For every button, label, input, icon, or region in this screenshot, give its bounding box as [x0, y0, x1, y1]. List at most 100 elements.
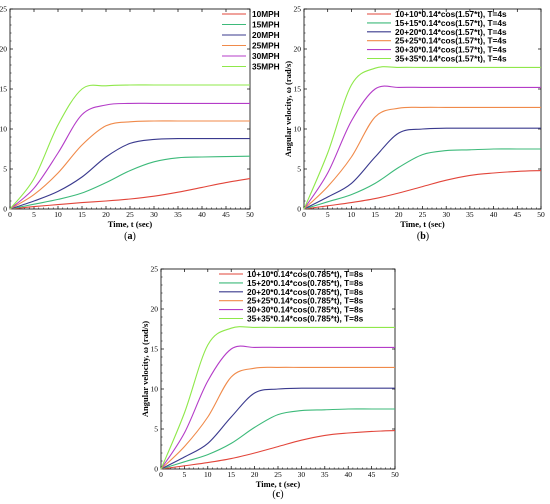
x-tick-label: 10 — [348, 210, 356, 219]
legend-label: 15+15*0.14*cos(1.57*t), T=4s — [395, 18, 507, 28]
y-tick-label: 0 — [154, 465, 158, 474]
legend-label: 30+30*0.14*cos(0.785*t), T=8s — [247, 305, 364, 315]
series-line — [160, 345, 395, 470]
series-line — [9, 102, 250, 210]
x-tick-label: 25 — [126, 210, 134, 219]
x-tick-label: 40 — [490, 210, 498, 219]
series-line — [9, 120, 250, 210]
series-line — [303, 66, 541, 210]
legend-label: 20+20*0.14*cos(0.785*t), T=8s — [247, 287, 364, 297]
legend-label: 15+20*0.14*cos(0.785*t), T=8s — [247, 278, 364, 288]
x-tick-label: 0 — [159, 470, 163, 479]
plot-frame — [9, 8, 251, 210]
x-axis-label: Time, t (sec) — [400, 219, 445, 229]
y-tick-label: 15 — [294, 85, 302, 94]
x-tick-label: 25 — [419, 210, 427, 219]
series-line — [160, 387, 395, 470]
y-tick-label: 5 — [297, 165, 301, 174]
x-tick-label: 40 — [344, 470, 352, 479]
y-tick-label: 15 — [151, 345, 159, 354]
x-tick-label: 35 — [466, 210, 474, 219]
x-tick-label: 50 — [246, 210, 254, 219]
x-tick-label: 25 — [274, 470, 282, 479]
legend-label: 35+35*0.14*cos(1.57*t), T=4s — [395, 54, 507, 64]
x-tick-label: 5 — [326, 210, 330, 219]
series-line — [160, 430, 396, 470]
legend-label: 30+30*0.14*cos(1.57*t), T=4s — [395, 45, 507, 55]
y-tick-label: 10 — [151, 385, 159, 394]
x-tick-label: 15 — [78, 210, 86, 219]
series-line — [303, 85, 541, 210]
x-tick-label: 30 — [298, 470, 306, 479]
x-tick-label: 10 — [54, 210, 62, 219]
legend-label: 25+25*0.14*cos(0.785*t), T=8s — [247, 296, 364, 306]
x-tick-label: 50 — [391, 470, 399, 479]
legend-label: 10MPH — [252, 9, 280, 19]
y-tick-label: 10 — [294, 125, 302, 134]
y-tick-label: 20 — [151, 305, 159, 314]
y-tick-label: 25 — [0, 5, 7, 14]
x-tick-label: 0 — [302, 210, 306, 219]
series-line — [160, 408, 395, 470]
series-line — [9, 178, 251, 210]
x-tick-label: 20 — [395, 210, 403, 219]
legend-label: 25MPH — [252, 41, 280, 51]
legend-label: 15MPH — [252, 20, 280, 30]
x-tick-label: 15 — [227, 470, 235, 479]
series-line — [160, 326, 395, 470]
x-tick-label: 45 — [514, 210, 522, 219]
y-axis-label: Angular velocity, ω (rad/s) — [140, 321, 150, 417]
series-line — [9, 84, 250, 210]
y-axis-label: Angular velocity, ω (rad/s) — [283, 61, 293, 157]
y-tick-label: 25 — [294, 5, 302, 14]
y-tick-label: 25 — [151, 265, 159, 274]
legend-label: 20MPH — [252, 30, 280, 40]
legend-label: 25+25*0.14*cos(1.57*t), T=4s — [395, 36, 507, 46]
y-tick-label: 0 — [3, 205, 7, 214]
x-tick-label: 20 — [251, 470, 259, 479]
legend-label: 10+10*0.14*cos(1.57*t), T=4s — [395, 9, 507, 19]
legend-label: 10+10*0.14*cos(0.785*t), T=8s — [247, 269, 364, 279]
panel-caption: (c) — [272, 489, 283, 500]
x-tick-label: 45 — [368, 470, 376, 479]
series-line — [303, 148, 541, 210]
y-tick-label: 10 — [0, 125, 7, 134]
series-line — [160, 366, 395, 470]
y-tick-label: 5 — [154, 425, 158, 434]
x-tick-label: 50 — [537, 210, 545, 219]
x-tick-label: 20 — [102, 210, 110, 219]
panel-caption: (a) — [124, 231, 136, 242]
x-tick-label: 45 — [222, 210, 230, 219]
panel-caption: (b) — [417, 231, 429, 242]
y-tick-label: 20 — [294, 45, 302, 54]
x-tick-label: 30 — [150, 210, 158, 219]
legend-label: 35MPH — [252, 62, 280, 72]
series-line — [303, 106, 541, 210]
x-axis-label: Time, t (sec) — [108, 219, 153, 229]
x-tick-label: 40 — [198, 210, 206, 219]
legend-label: 20+20*0.14*cos(1.57*t), T=4s — [395, 27, 507, 37]
x-tick-label: 5 — [32, 210, 36, 219]
x-tick-label: 30 — [442, 210, 450, 219]
series-line — [303, 127, 541, 210]
legend-label: 35+35*0.14*cos(0.785*t), T=8s — [247, 314, 364, 324]
x-axis-label: Time, t (sec) — [256, 479, 301, 489]
x-tick-label: 15 — [371, 210, 379, 219]
series-line — [303, 170, 542, 210]
series-line — [9, 137, 250, 210]
x-tick-label: 35 — [174, 210, 182, 219]
y-tick-label: 5 — [3, 165, 7, 174]
x-tick-label: 35 — [321, 470, 329, 479]
y-tick-label: 15 — [0, 85, 7, 94]
x-tick-label: 10 — [204, 470, 212, 479]
legend-label: 30MPH — [252, 51, 280, 61]
series-line — [9, 155, 251, 210]
x-tick-label: 0 — [8, 210, 12, 219]
x-tick-label: 5 — [183, 470, 187, 479]
y-tick-label: 20 — [0, 45, 7, 54]
y-tick-label: 0 — [297, 205, 301, 214]
